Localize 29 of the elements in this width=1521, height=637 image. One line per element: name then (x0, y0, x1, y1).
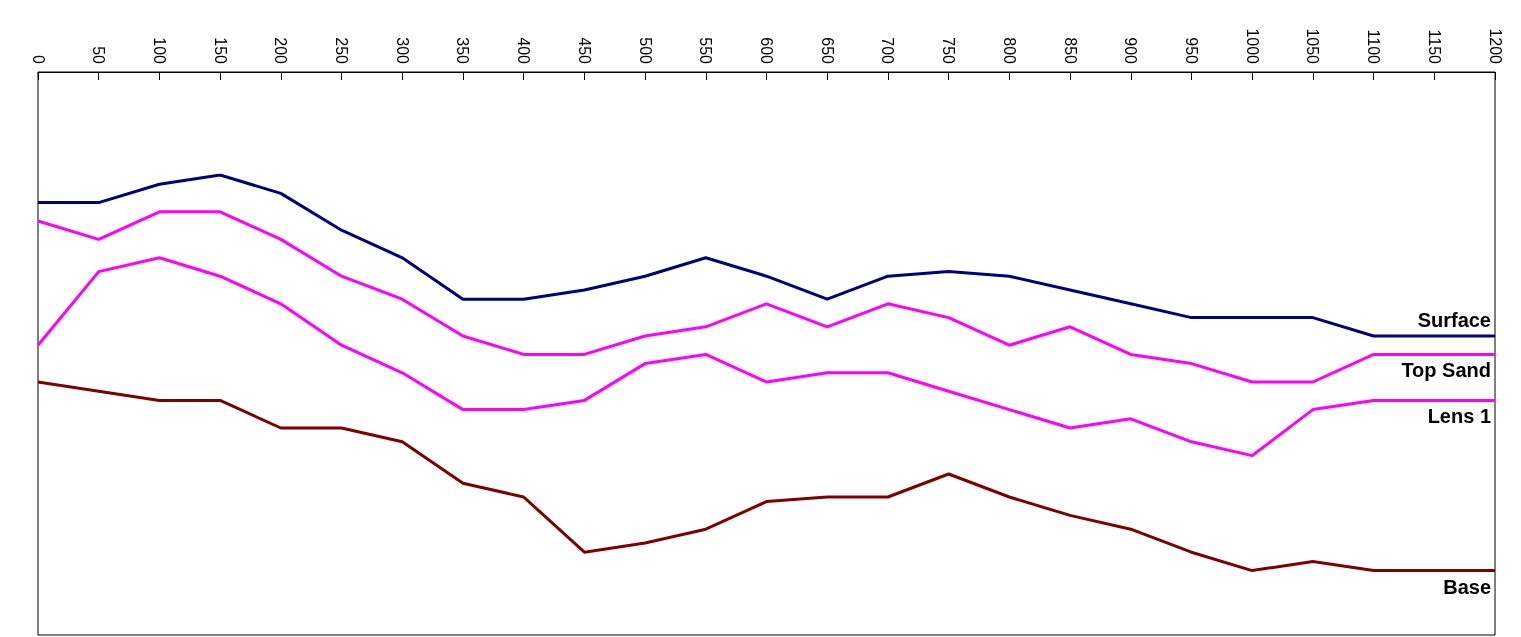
x-tick-label: 50 (90, 46, 108, 65)
series-label: Base (1443, 575, 1491, 598)
x-tick-label: 1100 (1365, 29, 1383, 65)
x-tick-label: 1200 (1486, 28, 1504, 65)
x-tick-label: 100 (150, 37, 168, 65)
x-tick-label: 900 (1122, 37, 1140, 65)
x-tick-label: 500 (636, 37, 654, 65)
x-tick-label: 700 (879, 37, 897, 65)
x-tick-label: 350 (454, 37, 472, 65)
x-tick-label: 200 (272, 37, 290, 65)
series-label: Surface (1417, 309, 1491, 331)
x-tick-label: 850 (1061, 37, 1079, 65)
x-tick-label: 950 (1182, 37, 1200, 65)
x-tick-label: 800 (1000, 37, 1018, 65)
x-tick-label: 450 (575, 37, 593, 65)
x-tick-label: 300 (393, 37, 411, 65)
series-label: Top Sand (1401, 359, 1491, 382)
x-tick-label: 250 (333, 37, 351, 65)
series-label: Lens 1 (1427, 405, 1491, 428)
x-tick-label: 400 (515, 37, 533, 65)
x-tick-label: 0 (29, 55, 47, 65)
x-tick-label: 1050 (1304, 28, 1322, 65)
x-tick-label: 750 (940, 37, 958, 65)
x-tick-label: 1000 (1243, 28, 1261, 65)
x-tick-label: 600 (758, 37, 775, 65)
x-tick-label: 1150 (1425, 29, 1443, 65)
x-tick-label: 150 (211, 37, 229, 65)
x-tick-label: 550 (697, 37, 715, 65)
x-tick-label: 650 (818, 37, 836, 65)
